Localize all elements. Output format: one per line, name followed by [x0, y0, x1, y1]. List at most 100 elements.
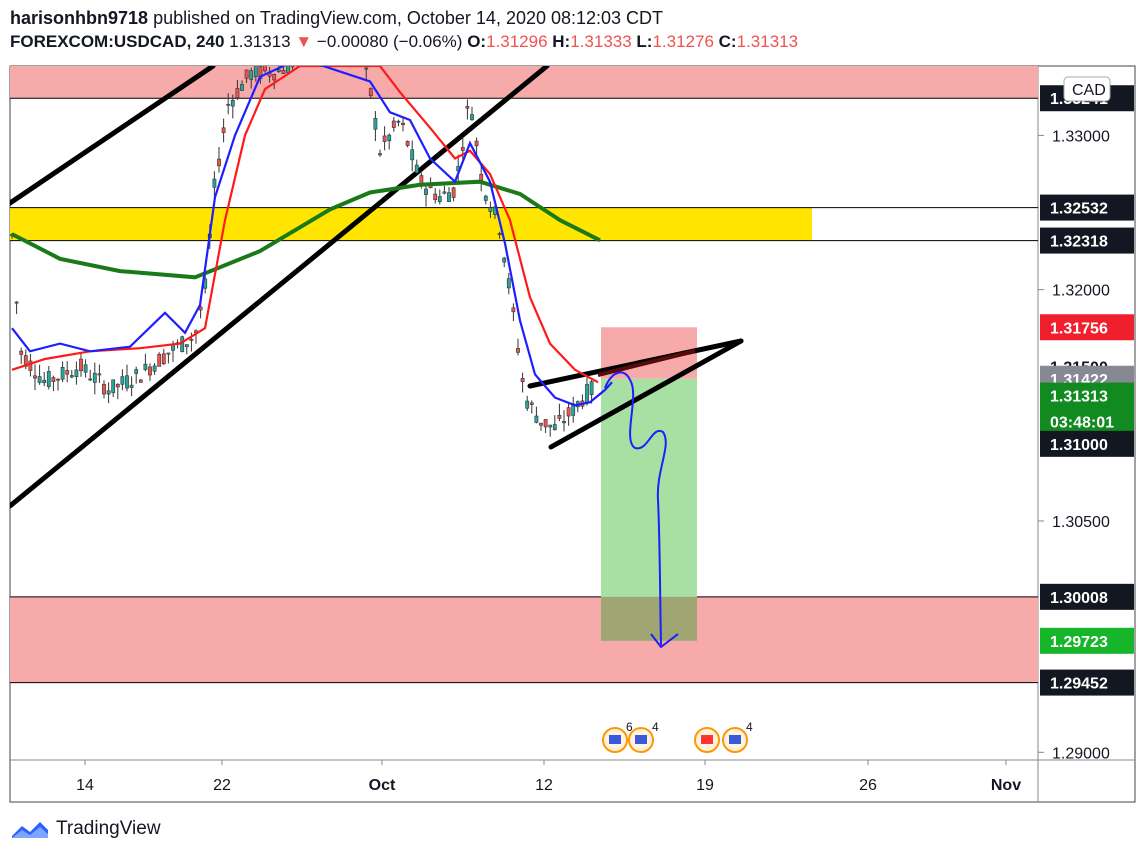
x-tick-label: 14	[76, 777, 94, 794]
candle-body	[516, 348, 520, 353]
candle-body	[92, 372, 97, 383]
candle-body	[286, 66, 290, 73]
ma-slow-line	[11, 179, 601, 280]
symbol-line: FOREXCOM:USDCAD, 240 1.31313 ▼ −0.00080 …	[10, 30, 1135, 54]
candle-body	[433, 193, 438, 201]
footer-brand[interactable]: TradingView	[56, 818, 161, 839]
candle-body	[562, 420, 566, 424]
last-price: 1.31313	[229, 32, 291, 51]
price-label: 03:48:01	[1050, 414, 1114, 431]
candle-body	[566, 407, 571, 417]
event-icon-3: 4	[722, 720, 753, 753]
low-label: L:	[636, 32, 653, 51]
candle-body	[387, 134, 392, 142]
price-label: 1.31313	[1050, 389, 1108, 406]
candle-body	[364, 67, 369, 70]
candle-body	[465, 106, 470, 109]
open-value: 1.31296	[486, 32, 548, 51]
author-name[interactable]: harisonhbn9718	[10, 8, 149, 28]
candle-body	[111, 379, 116, 393]
candle-body	[548, 424, 553, 428]
flag-color-icon	[701, 735, 713, 744]
ema-fast-line	[11, 66, 613, 407]
resistance-zone	[10, 207, 812, 241]
candle-body	[442, 191, 447, 194]
publish-line: harisonhbn9718 published on TradingView.…	[10, 6, 1135, 30]
candle-body	[525, 400, 530, 409]
candle-body	[184, 344, 189, 348]
candle-body	[382, 135, 387, 142]
candle-body	[447, 192, 451, 203]
candle-body	[97, 373, 102, 376]
channel-line-3	[527, 338, 744, 389]
candle-body	[69, 375, 74, 378]
candle-body	[396, 120, 401, 123]
candle-body	[424, 188, 428, 195]
flag-color-icon	[729, 735, 741, 744]
candle-body	[65, 370, 70, 375]
x-tick-label: 12	[535, 777, 553, 794]
candle-body	[585, 384, 589, 403]
candle-body	[83, 364, 88, 373]
channel-line-1	[10, 66, 550, 509]
candle-body	[143, 363, 148, 370]
price-label-bg	[1040, 408, 1134, 435]
candle-body	[19, 350, 24, 355]
candle-body	[244, 69, 249, 79]
candle-body	[88, 378, 93, 381]
candle-body	[79, 358, 83, 372]
x-tick-label: 19	[696, 777, 714, 794]
event-icon-0: 6	[602, 720, 633, 753]
channel-line-0	[10, 66, 216, 206]
price-label-bg	[1040, 227, 1134, 254]
candles	[10, 66, 594, 437]
candle-body	[42, 379, 47, 383]
candle-body	[157, 353, 162, 367]
flag-color-icon	[609, 735, 621, 744]
price-label-bg	[1040, 314, 1134, 341]
tradingview-logo-icon[interactable]	[10, 818, 50, 840]
projection-path	[604, 371, 667, 646]
candle-body	[221, 127, 226, 133]
candle-body	[161, 353, 166, 365]
candle-body	[534, 415, 539, 423]
candle-body	[230, 99, 235, 107]
candle-body	[373, 118, 378, 130]
candle-body	[56, 378, 60, 381]
candle-body	[235, 88, 240, 99]
low-value: 1.31276	[652, 32, 714, 51]
candle-body	[557, 414, 562, 419]
currency-badge	[1063, 76, 1111, 102]
x-tick-label: Oct	[369, 777, 396, 794]
change-arrow-icon: ▼	[295, 32, 313, 51]
plot-area: 6 4 4	[10, 66, 1038, 753]
price-label-bg	[1040, 583, 1134, 610]
candle-body	[290, 66, 295, 68]
candle-body	[60, 366, 65, 380]
candle-body	[401, 122, 405, 126]
x-tick-label: Nov	[991, 777, 1021, 794]
candle-body	[115, 383, 120, 388]
candle-body	[529, 402, 534, 405]
symbol-name[interactable]: FOREXCOM:USDCAD, 240	[10, 32, 225, 51]
event-count: 4	[652, 720, 659, 734]
candle-body	[212, 178, 217, 188]
x-tick-label: 26	[859, 777, 877, 794]
x-tick-label: 22	[213, 777, 231, 794]
open-label: O:	[467, 32, 487, 51]
projection-arrow-icon	[650, 633, 679, 649]
demand-zone	[10, 596, 1038, 683]
price-label-bg	[1040, 669, 1134, 696]
candle-body	[240, 84, 244, 91]
y-tick-label: 1.29000	[1052, 745, 1110, 762]
candle-body	[106, 390, 111, 395]
candle-body	[368, 88, 373, 96]
candle-body	[217, 158, 221, 167]
candle-body	[276, 69, 281, 72]
price-label: 1.31000	[1050, 437, 1108, 454]
event-icon-1: 4	[628, 720, 659, 753]
y-tick-label: 1.33000	[1052, 128, 1110, 145]
candle-body	[51, 377, 56, 382]
candle-body	[125, 375, 129, 389]
